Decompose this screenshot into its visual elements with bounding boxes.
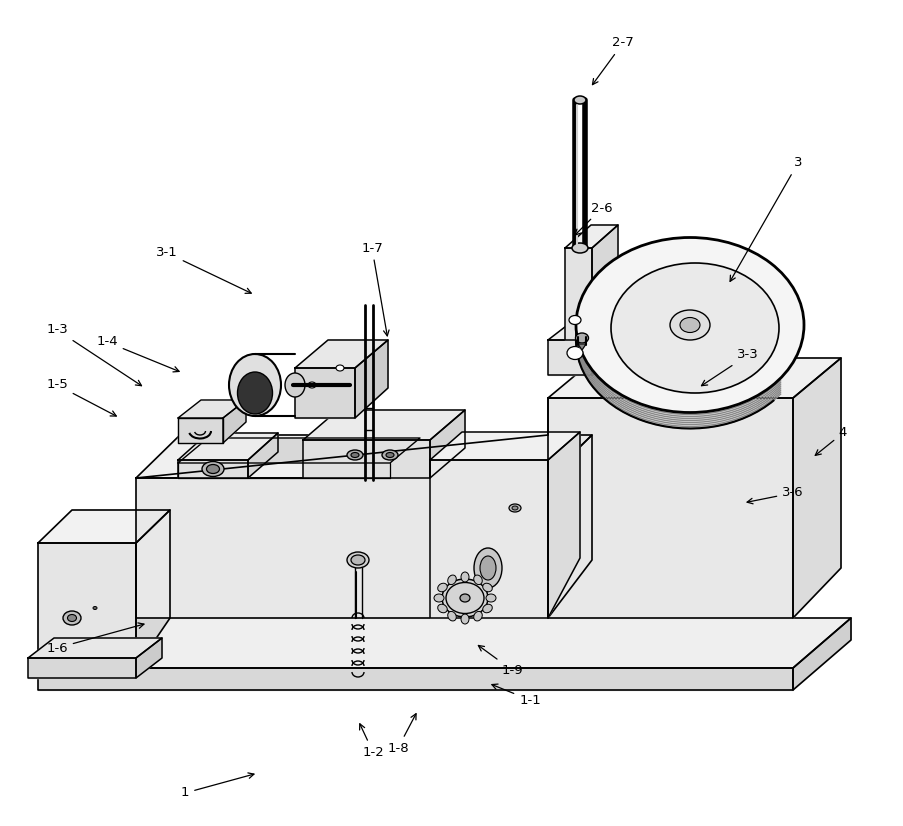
Polygon shape <box>547 320 618 340</box>
Polygon shape <box>38 668 792 690</box>
Ellipse shape <box>437 605 447 613</box>
Polygon shape <box>355 340 387 418</box>
Ellipse shape <box>336 365 344 371</box>
Text: 1-4: 1-4 <box>96 335 179 372</box>
Text: 3-3: 3-3 <box>701 349 758 386</box>
Polygon shape <box>547 358 840 398</box>
Ellipse shape <box>437 583 447 591</box>
Text: 1-7: 1-7 <box>360 241 388 336</box>
Polygon shape <box>792 618 850 690</box>
Text: 2-6: 2-6 <box>574 202 612 235</box>
Ellipse shape <box>447 575 456 585</box>
Ellipse shape <box>573 96 585 104</box>
Polygon shape <box>178 438 420 463</box>
Polygon shape <box>294 340 387 368</box>
Ellipse shape <box>473 611 481 621</box>
Polygon shape <box>591 320 618 375</box>
Polygon shape <box>178 460 247 478</box>
Ellipse shape <box>461 614 469 624</box>
Ellipse shape <box>575 238 803 412</box>
Polygon shape <box>547 432 580 618</box>
Ellipse shape <box>575 333 588 343</box>
Ellipse shape <box>669 310 709 340</box>
Ellipse shape <box>568 316 581 325</box>
Ellipse shape <box>508 504 520 512</box>
Text: 3-1: 3-1 <box>156 246 251 293</box>
Text: 1-6: 1-6 <box>46 623 144 654</box>
Polygon shape <box>430 432 580 460</box>
Polygon shape <box>38 618 850 668</box>
Polygon shape <box>303 410 464 440</box>
Ellipse shape <box>433 594 443 602</box>
Polygon shape <box>294 368 355 418</box>
Text: 1-2: 1-2 <box>359 724 384 758</box>
Polygon shape <box>303 440 430 478</box>
Polygon shape <box>430 460 547 618</box>
Ellipse shape <box>482 605 492 613</box>
Ellipse shape <box>206 464 219 473</box>
Polygon shape <box>547 435 591 618</box>
Polygon shape <box>792 358 840 618</box>
Ellipse shape <box>447 611 456 621</box>
Ellipse shape <box>228 354 281 416</box>
Ellipse shape <box>347 552 368 568</box>
Text: 4: 4 <box>815 426 846 455</box>
Ellipse shape <box>347 450 363 460</box>
Ellipse shape <box>201 462 224 477</box>
Polygon shape <box>591 225 618 340</box>
Ellipse shape <box>284 373 304 397</box>
Text: 1-8: 1-8 <box>386 714 415 754</box>
Ellipse shape <box>386 453 394 458</box>
Ellipse shape <box>93 606 97 610</box>
Ellipse shape <box>461 572 469 582</box>
Ellipse shape <box>566 346 582 359</box>
Ellipse shape <box>308 382 316 388</box>
Text: 3: 3 <box>730 156 801 282</box>
Polygon shape <box>135 638 162 678</box>
Polygon shape <box>178 400 246 418</box>
Text: 1-9: 1-9 <box>478 645 522 676</box>
Ellipse shape <box>442 579 488 617</box>
Ellipse shape <box>482 583 492 591</box>
Polygon shape <box>38 543 135 668</box>
Ellipse shape <box>486 594 496 602</box>
Ellipse shape <box>610 263 778 393</box>
Polygon shape <box>135 478 547 618</box>
Text: 1-5: 1-5 <box>46 378 116 416</box>
Ellipse shape <box>460 594 470 602</box>
Ellipse shape <box>68 615 77 621</box>
Polygon shape <box>178 433 278 460</box>
Polygon shape <box>564 225 618 248</box>
Ellipse shape <box>511 506 517 510</box>
Polygon shape <box>564 248 591 340</box>
Text: 1: 1 <box>181 773 254 800</box>
Ellipse shape <box>572 243 587 253</box>
Ellipse shape <box>63 611 81 625</box>
Ellipse shape <box>473 575 481 585</box>
Text: 1-1: 1-1 <box>491 684 540 706</box>
Polygon shape <box>135 510 170 668</box>
Polygon shape <box>430 410 464 478</box>
Polygon shape <box>247 433 278 478</box>
Ellipse shape <box>350 453 358 458</box>
Ellipse shape <box>445 582 483 614</box>
Polygon shape <box>547 340 591 375</box>
Ellipse shape <box>350 555 365 565</box>
Polygon shape <box>547 398 792 618</box>
Ellipse shape <box>679 317 699 333</box>
Ellipse shape <box>382 450 397 460</box>
Polygon shape <box>223 400 246 443</box>
Polygon shape <box>28 638 162 658</box>
Polygon shape <box>28 658 135 678</box>
Polygon shape <box>178 418 223 443</box>
Ellipse shape <box>473 548 501 588</box>
Ellipse shape <box>237 372 272 414</box>
Text: 1-3: 1-3 <box>46 324 142 386</box>
Polygon shape <box>38 510 170 543</box>
Ellipse shape <box>479 556 496 580</box>
Polygon shape <box>577 344 585 350</box>
Polygon shape <box>135 435 591 478</box>
Text: 2-7: 2-7 <box>591 36 633 84</box>
Text: 3-6: 3-6 <box>746 487 803 504</box>
